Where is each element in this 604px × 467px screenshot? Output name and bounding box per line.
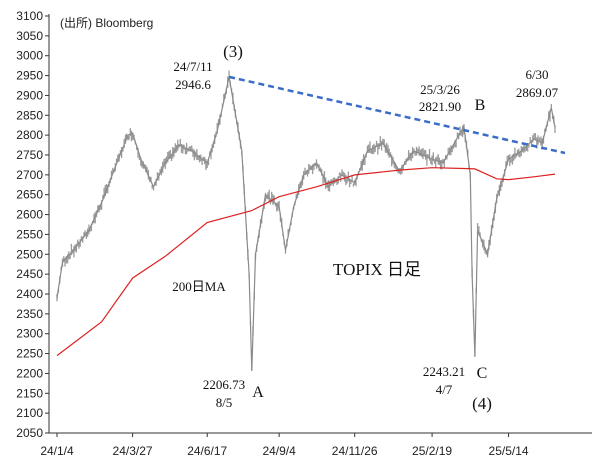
x-tick-label: 24/11/26	[332, 444, 378, 458]
annotation-low-c-value: 2243.21	[423, 364, 465, 379]
annotation-peak-3-value: 2946.6	[175, 77, 211, 92]
annotation-group: (3) 24/7/11 2946.6 A 2206.73 8/5 B 25/3/26 2821.…	[172, 42, 558, 413]
y-tick-label: 2200	[16, 366, 43, 380]
annotation-last-date: 6/30	[525, 67, 548, 82]
annotation-low-a-date: 8/5	[216, 395, 233, 410]
y-tick-label: 2800	[16, 128, 43, 142]
annotation-ma-label: 200日MA	[172, 279, 226, 294]
y-tick-label: 2700	[16, 168, 43, 182]
y-tick-label: 2550	[16, 227, 43, 241]
x-tick-label: 24/1/4	[40, 444, 74, 458]
annotation-high-b: B	[475, 97, 486, 114]
y-tick-label: 2850	[16, 108, 43, 122]
y-tick-label: 2650	[16, 188, 43, 202]
resistance-trendline	[228, 75, 566, 155]
y-tick-label: 2750	[16, 148, 43, 162]
series-group	[56, 70, 566, 371]
source-label: (出所) Bloomberg	[60, 16, 153, 30]
series-line-200dma	[56, 167, 556, 357]
y-tick-label: 2450	[16, 267, 43, 281]
y-tick-label: 3100	[16, 9, 43, 23]
y-tick-label: 2900	[16, 88, 43, 102]
y-tick-label: 2300	[16, 327, 43, 341]
y-tick-label: 3050	[16, 29, 43, 43]
annotation-low-a: A	[252, 384, 264, 401]
x-tick-group: 24/1/4 24/3/27 24/6/17 24/9/4 24/11/26 25/2/1…	[40, 433, 529, 458]
annotation-peak-3: (3)	[223, 42, 243, 61]
annotation-low-c: C	[477, 365, 488, 382]
x-tick-label: 24/3/27	[113, 444, 153, 458]
y-tick-label: 2600	[16, 208, 43, 222]
y-tick-label: 2500	[16, 247, 43, 261]
y-tick-label: 2250	[16, 347, 43, 361]
annotation-peak-3-date: 24/7/11	[173, 59, 212, 74]
annotation-low-c-date: 4/7	[436, 382, 453, 397]
annotation-low-a-value: 2206.73	[203, 377, 245, 392]
x-tick-label: 25/2/19	[412, 444, 452, 458]
series-line-topix	[56, 76, 556, 371]
y-tick-label: 2050	[16, 426, 43, 440]
y-tick-label: 2100	[16, 406, 43, 420]
y-tick-label: 2950	[16, 69, 43, 83]
annotation-chart-title: TOPIX 日足	[333, 260, 421, 279]
x-tick-label: 25/5/14	[489, 444, 529, 458]
x-tick-label: 24/6/17	[187, 444, 227, 458]
y-tick-label: 2150	[16, 386, 43, 400]
y-tick-label: 2350	[16, 307, 43, 321]
annotation-wave-4: (4)	[472, 394, 492, 413]
annotation-high-b-date: 25/3/26	[420, 82, 460, 97]
y-tick-group: 2050 2100 2150 2200 2250 2300 2350 2400 2450 2500…	[16, 9, 49, 440]
annotation-last-value: 2869.07	[516, 85, 559, 100]
y-tick-label: 2400	[16, 287, 43, 301]
x-tick-label: 24/9/4	[262, 444, 296, 458]
y-tick-label: 3000	[16, 49, 43, 63]
annotation-high-b-value: 2821.90	[419, 99, 461, 114]
